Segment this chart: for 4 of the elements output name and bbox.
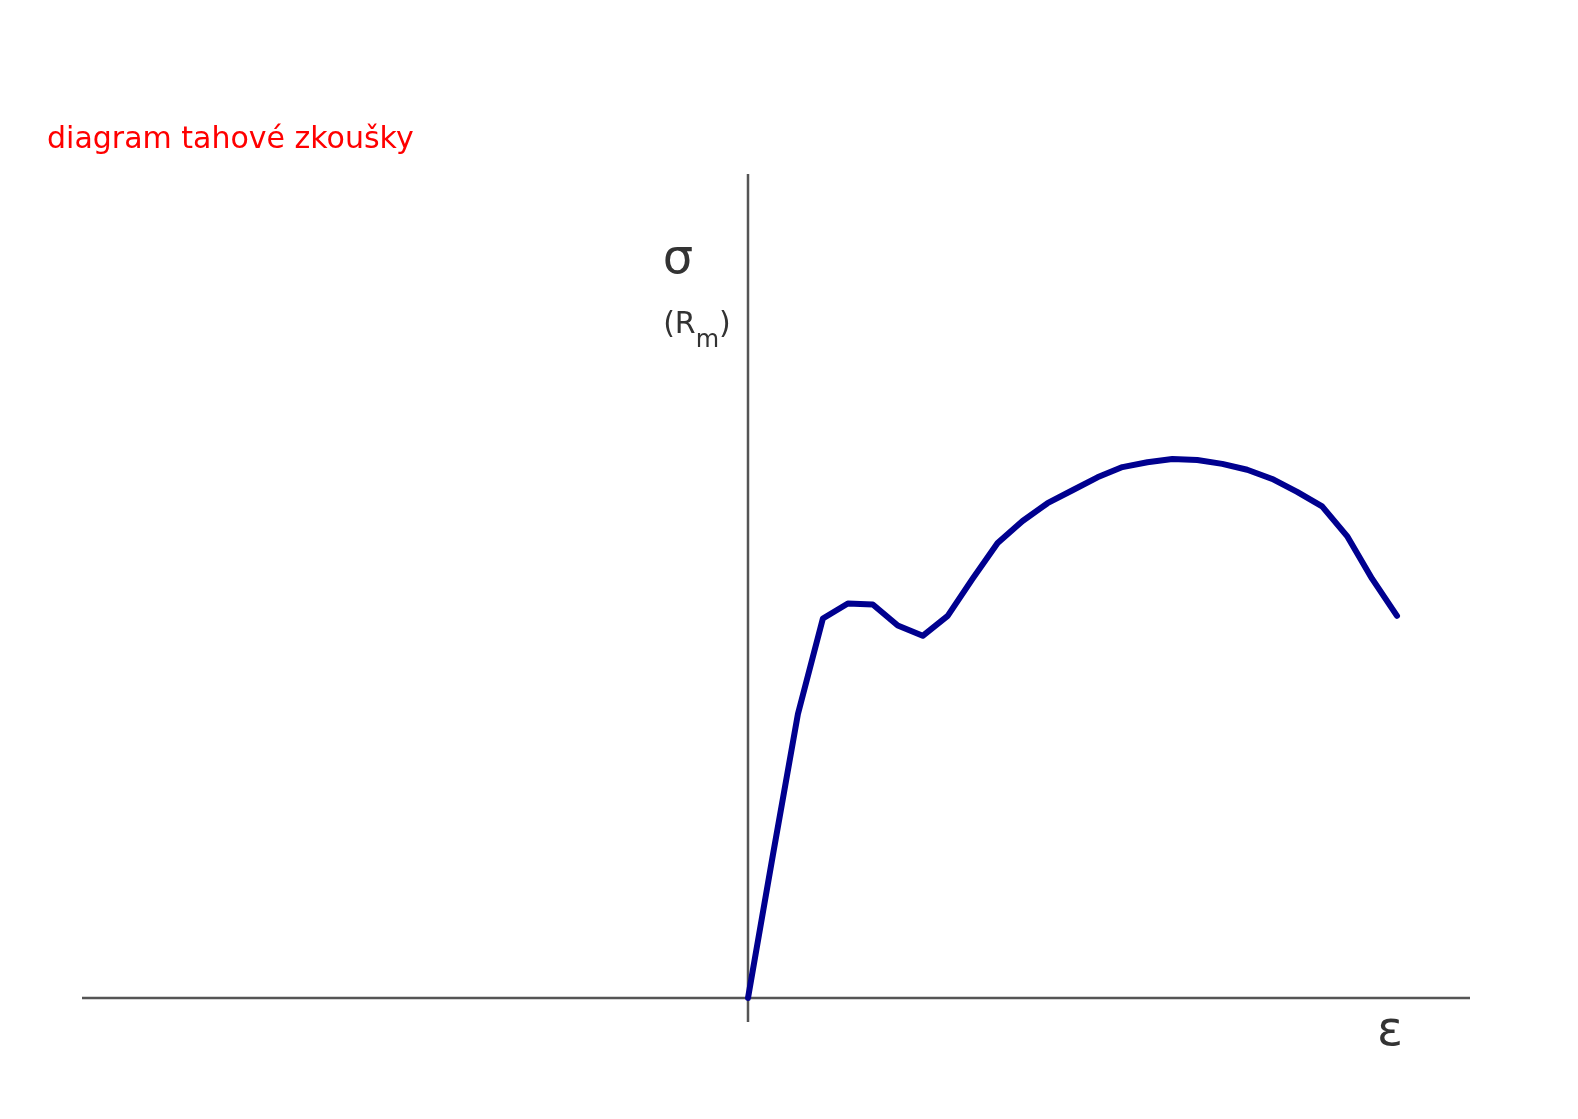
y-axis-title: σ <box>662 228 694 284</box>
text: diagram tahové zkoušky <box>47 120 414 155</box>
text: (R$_{m}$) <box>663 305 731 353</box>
x-axis-title: ε <box>1377 1000 1403 1056</box>
